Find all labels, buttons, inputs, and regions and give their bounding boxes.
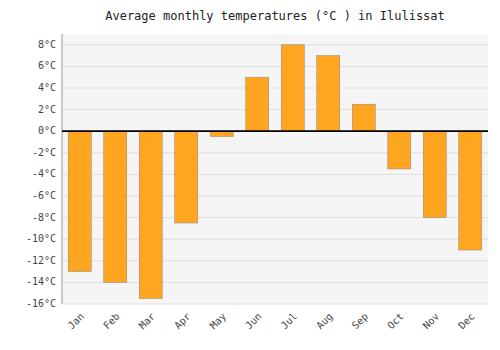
bar (388, 131, 411, 169)
grid-line (62, 88, 488, 89)
x-tick-label: Jun (243, 311, 264, 332)
y-ticks: -16°C -14°C -12°C -10°C -8°C -6°C -4°C -2°C 0°C 2… (26, 39, 56, 309)
grid (62, 45, 488, 304)
y-tick-label: -10°C (26, 233, 56, 244)
plot-background (62, 34, 488, 304)
bar (317, 56, 340, 132)
x-tick-label: Sep (350, 311, 371, 332)
grid-line (62, 304, 488, 305)
x-tick-label: Oct (385, 311, 406, 332)
y-tick-label: 0°C (38, 125, 56, 136)
chart-svg: -16°C -14°C -12°C -10°C -8°C -6°C -4°C -2°C 0°C 2… (0, 0, 500, 350)
x-ticks: Jan Feb Mar Apr May Jun Jul Aug Sep Oct Nov Dec (66, 311, 477, 332)
y-tick-label: 2°C (38, 104, 56, 115)
y-tick-label: 6°C (38, 60, 56, 71)
chart-container: -16°C -14°C -12°C -10°C -8°C -6°C -4°C -2°C 0°C 2… (0, 0, 500, 350)
bar (281, 45, 304, 131)
x-tick-label: Jul (279, 311, 300, 332)
y-tick-label: 4°C (38, 82, 56, 93)
y-axis-line (62, 34, 63, 304)
bar (175, 131, 198, 223)
x-tick-label: Dec (456, 311, 477, 332)
grid-line (62, 131, 488, 132)
grid-line (62, 44, 488, 45)
bar (139, 131, 162, 298)
y-tick-label: -4°C (32, 168, 56, 179)
zero-line (62, 130, 488, 132)
bar (246, 77, 269, 131)
y-tick-label: -16°C (26, 298, 56, 309)
bars (68, 45, 482, 299)
y-tick-label: -2°C (32, 147, 56, 158)
x-tick-label: Feb (101, 311, 122, 332)
x-tick-label: Aug (314, 311, 335, 332)
grid-line (62, 66, 488, 67)
bar (423, 131, 446, 217)
title: Average monthly temperatures (°C ) in Il… (105, 9, 445, 23)
bar (459, 131, 482, 250)
x-tick-label: Mar (137, 311, 158, 332)
y-tick-label: -8°C (32, 212, 56, 223)
y-tick-label: 8°C (38, 39, 56, 50)
y-tick-label: -14°C (26, 276, 56, 287)
bar (352, 104, 375, 131)
x-tick-label: Jan (66, 311, 87, 332)
x-tick-label: Nov (421, 311, 442, 332)
bar (104, 131, 127, 282)
x-tick-label: Apr (172, 311, 193, 332)
y-tick-label: -6°C (32, 190, 56, 201)
grid-line (62, 109, 488, 110)
x-tick-label: May (208, 311, 229, 332)
y-tick-label: -12°C (26, 255, 56, 266)
bar (68, 131, 91, 271)
